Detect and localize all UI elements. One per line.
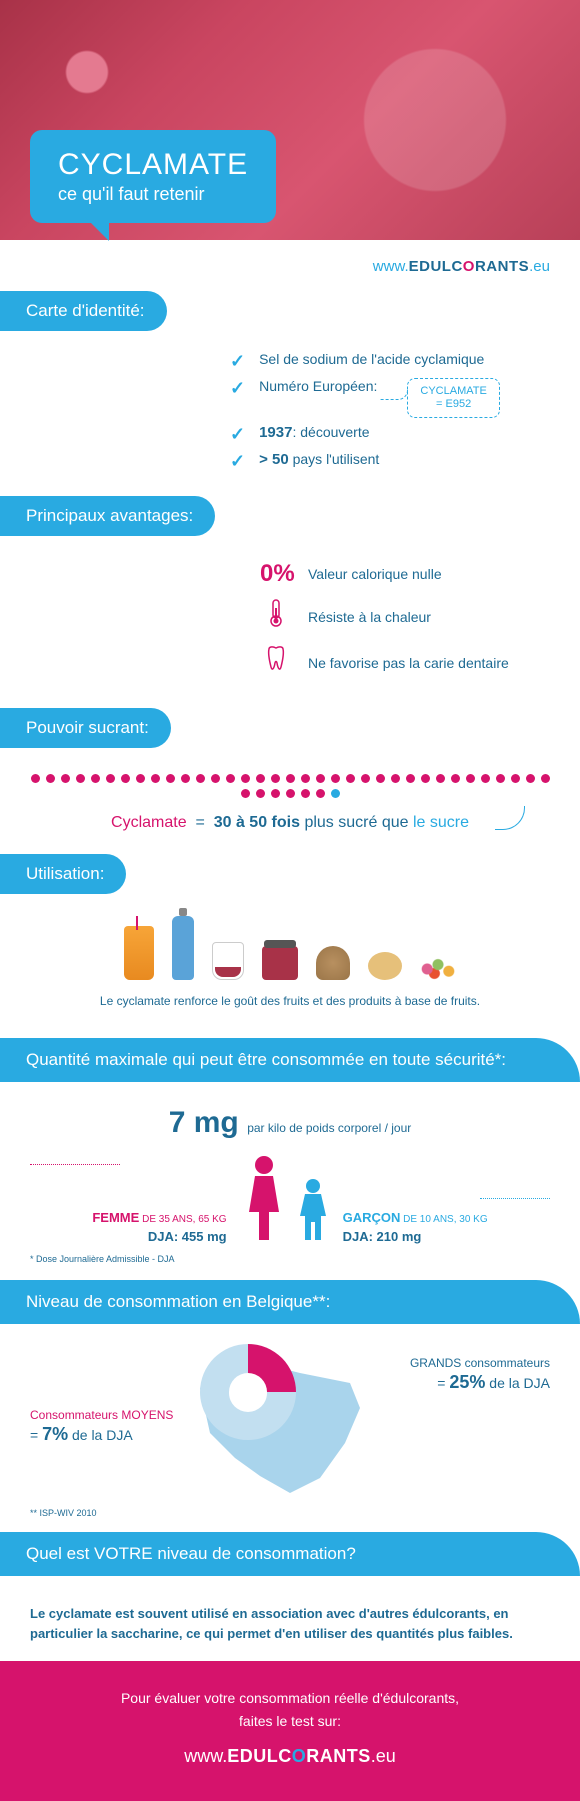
woman-icon bbox=[239, 1154, 289, 1244]
cookie-icon bbox=[368, 952, 402, 980]
bottle-icon bbox=[172, 916, 194, 980]
title: CYCLAMATE bbox=[58, 148, 248, 182]
footer: Pour évaluer votre consommation réelle d… bbox=[0, 1661, 580, 1801]
jam-icon bbox=[262, 946, 298, 980]
dja-footnote: * Dose Journalière Admissible - DJA bbox=[0, 1252, 580, 1266]
brand: EDULCORANTS bbox=[409, 258, 530, 275]
thermometer-icon bbox=[260, 598, 292, 635]
tooth-icon bbox=[260, 645, 292, 680]
closing-paragraph: Le cyclamate est souvent utilisé en asso… bbox=[0, 1590, 580, 1661]
advantages-block: 0% Valeur calorique nulle Résiste à la c… bbox=[0, 560, 580, 700]
url-suffix: .eu bbox=[529, 258, 550, 275]
check-icon: ✓ bbox=[230, 424, 245, 445]
check-icon: ✓ bbox=[230, 351, 245, 372]
footer-text: Pour évaluer votre consommation réelle d… bbox=[30, 1687, 550, 1732]
subtitle: ce qu'il faut retenir bbox=[58, 184, 248, 205]
advantage-text: Résiste à la chaleur bbox=[308, 609, 431, 625]
section-usage: Utilisation: bbox=[0, 854, 126, 894]
arrow-icon bbox=[495, 806, 525, 830]
pie-chart bbox=[200, 1344, 296, 1440]
source-footnote: ** ISP-WIV 2010 bbox=[30, 1508, 97, 1518]
identity-item: 1937: découverte bbox=[259, 424, 369, 441]
boy-example: GARÇON DE 10 ANS, 30 KG DJA: 210 mg bbox=[337, 1210, 488, 1244]
soda-icon bbox=[124, 926, 154, 980]
dot-scale bbox=[0, 762, 580, 810]
zero-percent-icon: 0% bbox=[260, 560, 292, 588]
max-quantity: 7 mg par kilo de poids corporel / jour bbox=[0, 1096, 580, 1146]
belgium-block: Consommateurs MOYENS = 7% de la DJA GRAN… bbox=[0, 1338, 580, 1518]
identity-block: ✓ Sel de sodium de l'acide cyclamique ✓ … bbox=[0, 351, 580, 488]
check-icon: ✓ bbox=[230, 451, 245, 472]
identity-item: Sel de sodium de l'acide cyclamique bbox=[259, 351, 484, 367]
advantage-text: Ne favorise pas la carie dentaire bbox=[308, 655, 509, 671]
usage-products bbox=[0, 908, 580, 988]
identity-item: > 50 pays l'utilisent bbox=[259, 451, 379, 468]
sweetness-comparison: Cyclamate = 30 à 50 fois plus sucré que … bbox=[0, 810, 580, 846]
muffin-icon bbox=[316, 946, 350, 980]
top-url: www.EDULCORANTS.eu bbox=[0, 240, 580, 283]
identity-item: Numéro Européen: bbox=[259, 378, 377, 394]
advantage-text: Valeur calorique nulle bbox=[308, 566, 442, 582]
section-identity: Carte d'identité: bbox=[0, 291, 167, 331]
url-prefix: www. bbox=[373, 258, 409, 275]
title-bubble: CYCLAMATE ce qu'il faut retenir bbox=[30, 130, 276, 223]
check-icon: ✓ bbox=[230, 378, 245, 399]
section-sweetening: Pouvoir sucrant: bbox=[0, 708, 171, 748]
yogurt-icon bbox=[212, 942, 244, 980]
boy-icon bbox=[295, 1178, 331, 1244]
hero-image: CYCLAMATE ce qu'il faut retenir bbox=[0, 0, 580, 240]
section-maxqty: Quantité maximale qui peut être consommé… bbox=[0, 1038, 580, 1082]
candy-icon bbox=[420, 958, 456, 980]
avg-consumers: Consommateurs MOYENS = 7% de la DJA bbox=[30, 1408, 173, 1445]
footer-url: www.EDULCORANTS.eu bbox=[30, 1746, 550, 1767]
arrow-icon bbox=[380, 388, 408, 400]
section-yourlevel: Quel est VOTRE niveau de consommation? bbox=[0, 1532, 580, 1576]
large-consumers: GRANDS consommateurs = 25% de la DJA bbox=[410, 1356, 550, 1393]
people-examples: FEMME DE 35 ANS, 65 KG DJA: 455 mg GARÇO… bbox=[0, 1146, 580, 1252]
section-belgium: Niveau de consommation en Belgique**: bbox=[0, 1280, 580, 1324]
woman-example: FEMME DE 35 ANS, 65 KG DJA: 455 mg bbox=[92, 1210, 232, 1244]
e-number-badge: CYCLAMATE= E952 bbox=[407, 378, 499, 418]
dotted-rule bbox=[480, 1198, 550, 1199]
usage-caption: Le cyclamate renforce le goût des fruits… bbox=[0, 988, 580, 1024]
dotted-rule bbox=[30, 1164, 120, 1165]
section-advantages: Principaux avantages: bbox=[0, 496, 215, 536]
infographic-root: CYCLAMATE ce qu'il faut retenir www.EDUL… bbox=[0, 0, 580, 1801]
